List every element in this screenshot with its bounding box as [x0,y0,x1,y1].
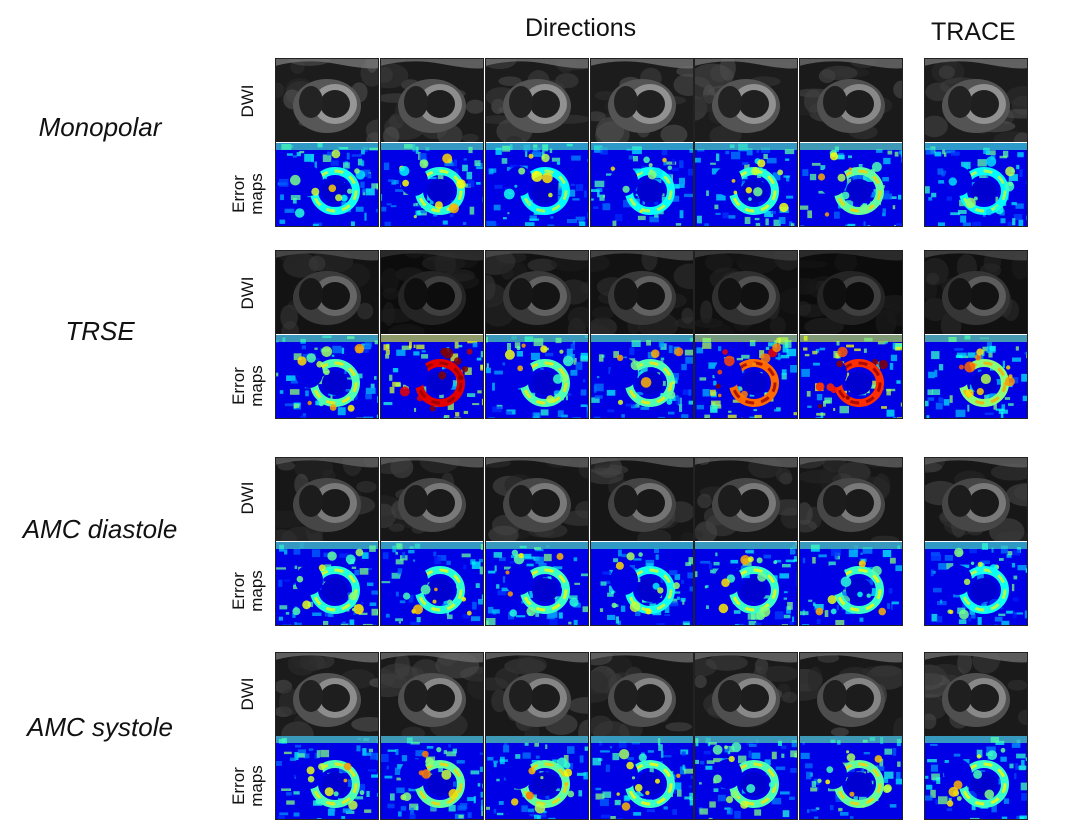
error-map-direction-1 [275,143,379,227]
error-map-trace [924,542,1028,626]
dwi-image-direction-6 [799,250,903,334]
error-map-direction-2 [380,335,484,419]
dwi-image-trace [924,457,1028,541]
error-map-direction-6 [799,143,903,227]
error-map-trace [924,335,1028,419]
error-map-direction-3 [485,143,589,227]
dwi-image-direction-4 [590,58,694,142]
dwi-image-direction-2 [380,58,484,142]
dwi-image-direction-1 [275,652,379,736]
dwi-image-direction-1 [275,457,379,541]
dwi-image-direction-4 [590,250,694,334]
error-map-direction-5 [694,736,798,820]
dwi-image-direction-2 [380,457,484,541]
dwi-image-trace [924,250,1028,334]
dwi-image-direction-1 [275,58,379,142]
error-map-trace [924,736,1028,820]
group-label-amc-systole: AMC systole [0,712,200,743]
error-label-line1: Error [229,767,248,805]
error-map-direction-6 [799,736,903,820]
error-label-line1: Error [229,175,248,213]
dwi-image-direction-4 [590,457,694,541]
error-map-direction-5 [694,143,798,227]
group-label-amc-diastole: AMC diastole [0,514,200,545]
error-label-line2: maps [247,365,266,407]
trace-header: TRACE [931,18,1016,47]
dwi-image-direction-1 [275,250,379,334]
error-label-line2: maps [247,570,266,612]
error-map-direction-1 [275,335,379,419]
dwi-image-direction-5 [694,58,798,142]
error-label-line1: Error [229,367,248,405]
dwi-image-direction-2 [380,652,484,736]
dwi-image-trace [924,58,1028,142]
dwi-row-label: DWI [239,652,257,736]
dwi-image-direction-2 [380,250,484,334]
error-map-direction-1 [275,542,379,626]
dwi-image-direction-3 [485,250,589,334]
directions-header: Directions [525,14,636,43]
dwi-row-label: DWI [239,59,257,143]
error-map-direction-4 [590,335,694,419]
dwi-image-direction-4 [590,652,694,736]
error-map-direction-6 [799,542,903,626]
error-map-direction-4 [590,143,694,227]
error-map-direction-3 [485,335,589,419]
error-map-direction-3 [485,736,589,820]
group-label-monopolar: Monopolar [0,112,200,143]
dwi-row-label: DWI [239,251,257,335]
error-map-direction-2 [380,143,484,227]
error-label-line1: Error [229,572,248,610]
error-label-line2: maps [247,173,266,215]
error-map-direction-6 [799,335,903,419]
dwi-image-direction-3 [485,652,589,736]
dwi-image-direction-5 [694,250,798,334]
dwi-image-direction-5 [694,457,798,541]
error-map-direction-2 [380,736,484,820]
error-map-direction-1 [275,736,379,820]
dwi-image-direction-5 [694,652,798,736]
dwi-image-direction-6 [799,58,903,142]
dwi-image-direction-3 [485,58,589,142]
error-map-trace [924,143,1028,227]
error-map-direction-5 [694,335,798,419]
error-map-direction-5 [694,542,798,626]
error-map-direction-3 [485,542,589,626]
dwi-image-direction-6 [799,652,903,736]
error-map-direction-4 [590,736,694,820]
dwi-image-direction-3 [485,457,589,541]
error-map-direction-4 [590,542,694,626]
error-label-line2: maps [247,765,266,807]
dwi-image-trace [924,652,1028,736]
group-label-trse: TRSE [0,316,200,347]
error-map-direction-2 [380,542,484,626]
dwi-row-label: DWI [239,456,257,540]
dwi-image-direction-6 [799,457,903,541]
